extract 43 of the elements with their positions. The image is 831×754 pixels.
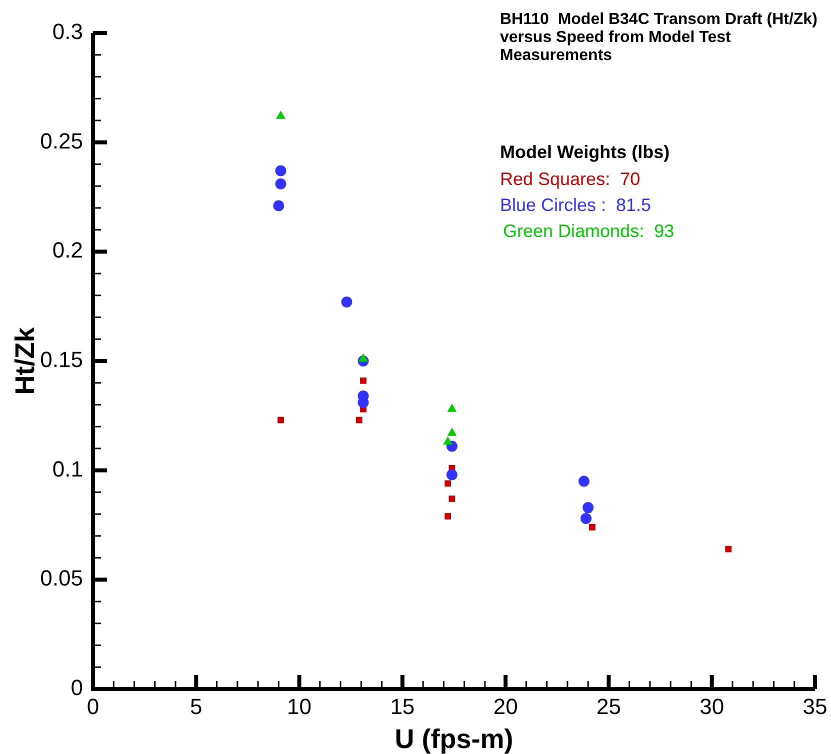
point <box>356 416 362 424</box>
point <box>447 404 457 412</box>
chart-title: BH110 Model B34C Transom Draft (Ht/Zk) versus Speed from Model Test Measurements <box>500 11 818 64</box>
x-tick-label: 0 <box>86 694 100 720</box>
y-tick-label: 0.1 <box>52 456 83 482</box>
point <box>444 513 451 520</box>
point <box>725 546 732 552</box>
legend-title: Model Weights (lbs) <box>500 142 670 162</box>
y-axis-title: Ht/Zk <box>10 326 40 395</box>
point <box>275 165 286 176</box>
point <box>278 416 284 424</box>
point <box>275 178 286 190</box>
y-tick-label: 0.3 <box>52 19 83 44</box>
point <box>444 480 451 487</box>
point <box>358 353 368 362</box>
text: Blue Circles : 81.5 <box>500 195 652 215</box>
point <box>341 296 352 308</box>
x-tick-label: 15 <box>390 694 415 720</box>
x-tick-label: 35 <box>802 694 828 720</box>
point <box>446 469 458 480</box>
point <box>273 200 284 212</box>
x-axis-title: U (fps-m) <box>394 724 514 754</box>
x-tick-label: 30 <box>700 694 724 720</box>
x-tick-label: 10 <box>287 694 312 720</box>
y-tick-label: 0.2 <box>52 238 83 263</box>
text: Red Squares: 70 <box>500 169 640 189</box>
point <box>360 378 366 384</box>
point <box>589 524 596 530</box>
point <box>578 476 590 487</box>
point <box>580 512 592 524</box>
y-tick-label: 0.25 <box>40 128 83 154</box>
point <box>443 436 453 445</box>
y-tick-label: 0.05 <box>40 566 83 591</box>
point <box>276 110 286 119</box>
point <box>448 496 456 502</box>
x-tick-label: 5 <box>190 694 202 720</box>
point <box>447 428 457 436</box>
x-tick-label: 25 <box>596 694 621 720</box>
x-tick-label: 20 <box>493 694 518 720</box>
y-tick-label: 0.15 <box>40 347 83 372</box>
text: Green Diamonds: 93 <box>503 221 674 241</box>
y-tick-label: 0 <box>70 675 83 700</box>
point <box>582 502 594 514</box>
